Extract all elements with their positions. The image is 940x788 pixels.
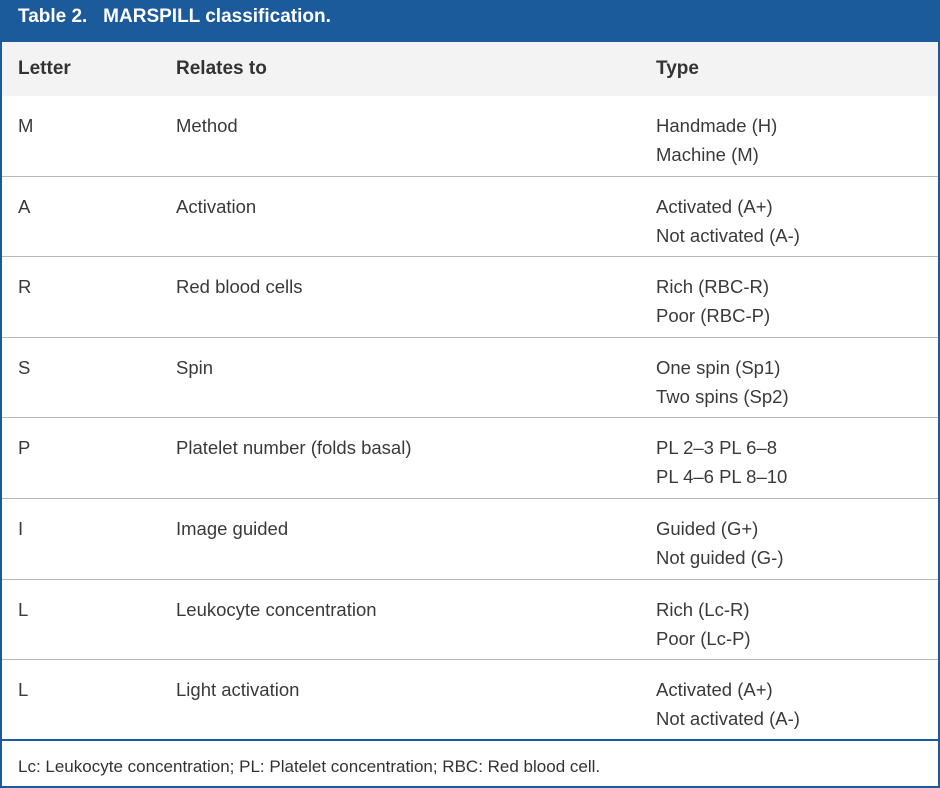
type-cell: PL 2–3 PL 6–8 PL 4–6 PL 8–10 — [656, 433, 787, 491]
relates-to-cell: Platelet number (folds basal) — [176, 437, 412, 459]
table-row: R Red blood cells Rich (RBC-R) Poor (RBC… — [2, 257, 938, 338]
relates-to-cell: Light activation — [176, 679, 300, 701]
relates-to-cell: Leukocyte concentration — [176, 598, 377, 620]
letter-cell: S — [18, 356, 31, 378]
letter-cell: A — [18, 195, 31, 217]
type-option: Not activated (A-) — [656, 224, 800, 246]
type-option: Activated (A+) — [656, 679, 773, 701]
header-relates-to: Relates to — [176, 58, 267, 79]
letter-cell: L — [18, 679, 29, 701]
relates-to-cell: Method — [176, 115, 238, 136]
relates-to-cell: Red blood cells — [176, 276, 303, 298]
type-option: Guided (G+) — [656, 517, 759, 539]
type-cell: Activated (A+) Not activated (A-) — [656, 192, 800, 250]
table-row: A Activation Activated (A+) Not activate… — [2, 177, 938, 258]
letter-cell: P — [18, 437, 31, 459]
relates-to-cell: Spin — [176, 356, 214, 378]
type-cell: One spin (Sp1) Two spins (Sp2) — [656, 353, 789, 411]
header-type: Type — [656, 58, 699, 79]
type-cell: Guided (G+) Not guided (G-) — [656, 514, 784, 572]
table-row: L Leukocyte concentration Rich (Lc-R) Po… — [2, 580, 938, 661]
type-option: Activated (A+) — [656, 195, 773, 217]
letter-cell: M — [18, 115, 34, 136]
type-option: Not activated (A-) — [656, 708, 800, 730]
type-option: Machine (M) — [656, 144, 759, 165]
type-option: Rich (Lc-R) — [656, 598, 750, 620]
relates-to-cell: Activation — [176, 195, 257, 217]
type-option: Handmade (H) — [656, 115, 778, 136]
type-option: Rich (RBC-R) — [656, 276, 770, 298]
table-row: I Image guided Guided (G+) Not guided (G… — [2, 499, 938, 580]
table-body: M Method Handmade (H) Machine (M) A Acti… — [2, 96, 938, 741]
type-option: PL 2–3 PL 6–8 — [656, 437, 778, 459]
type-option: One spin (Sp1) — [656, 356, 781, 378]
type-cell: Rich (Lc-R) Poor (Lc-P) — [656, 595, 751, 653]
type-option: Not guided (G-) — [656, 546, 784, 568]
table-row: L Light activation Activated (A+) Not ac… — [2, 660, 938, 741]
table-row: S Spin One spin (Sp1) Two spins (Sp2) — [2, 338, 938, 419]
table-footnote: Lc: Leukocyte concentration; PL: Platele… — [18, 757, 601, 776]
type-cell: Rich (RBC-R) Poor (RBC-P) — [656, 272, 770, 330]
header-letter: Letter — [18, 58, 71, 79]
type-cell: Activated (A+) Not activated (A-) — [656, 675, 800, 733]
type-cell: Handmade (H) Machine (M) — [656, 111, 777, 169]
table-row: P Platelet number (folds basal) PL 2–3 P… — [2, 418, 938, 499]
type-option: Poor (RBC-P) — [656, 305, 771, 327]
letter-cell: L — [18, 598, 29, 620]
letter-cell: I — [18, 517, 24, 539]
letter-cell: R — [18, 276, 32, 298]
type-option: Two spins (Sp2) — [656, 385, 789, 407]
type-option: Poor (Lc-P) — [656, 627, 751, 649]
table-header-row: Letter Relates to Type — [2, 42, 938, 96]
relates-to-cell: Image guided — [176, 517, 289, 539]
type-option: PL 4–6 PL 8–10 — [656, 466, 788, 488]
table-title: Table 2. MARSPILL classification. — [2, 0, 938, 42]
table-row: M Method Handmade (H) Machine (M) — [2, 96, 938, 177]
